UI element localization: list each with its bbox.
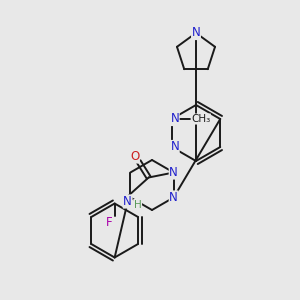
Text: N: N [170,112,179,125]
Text: N: N [170,140,179,154]
Text: N: N [169,166,178,179]
Text: O: O [130,150,139,163]
Text: N: N [169,191,178,204]
Text: H: H [134,200,142,209]
Text: N: N [192,26,200,40]
Text: F: F [106,216,113,229]
Text: N: N [123,195,132,208]
Text: CH₃: CH₃ [191,114,210,124]
